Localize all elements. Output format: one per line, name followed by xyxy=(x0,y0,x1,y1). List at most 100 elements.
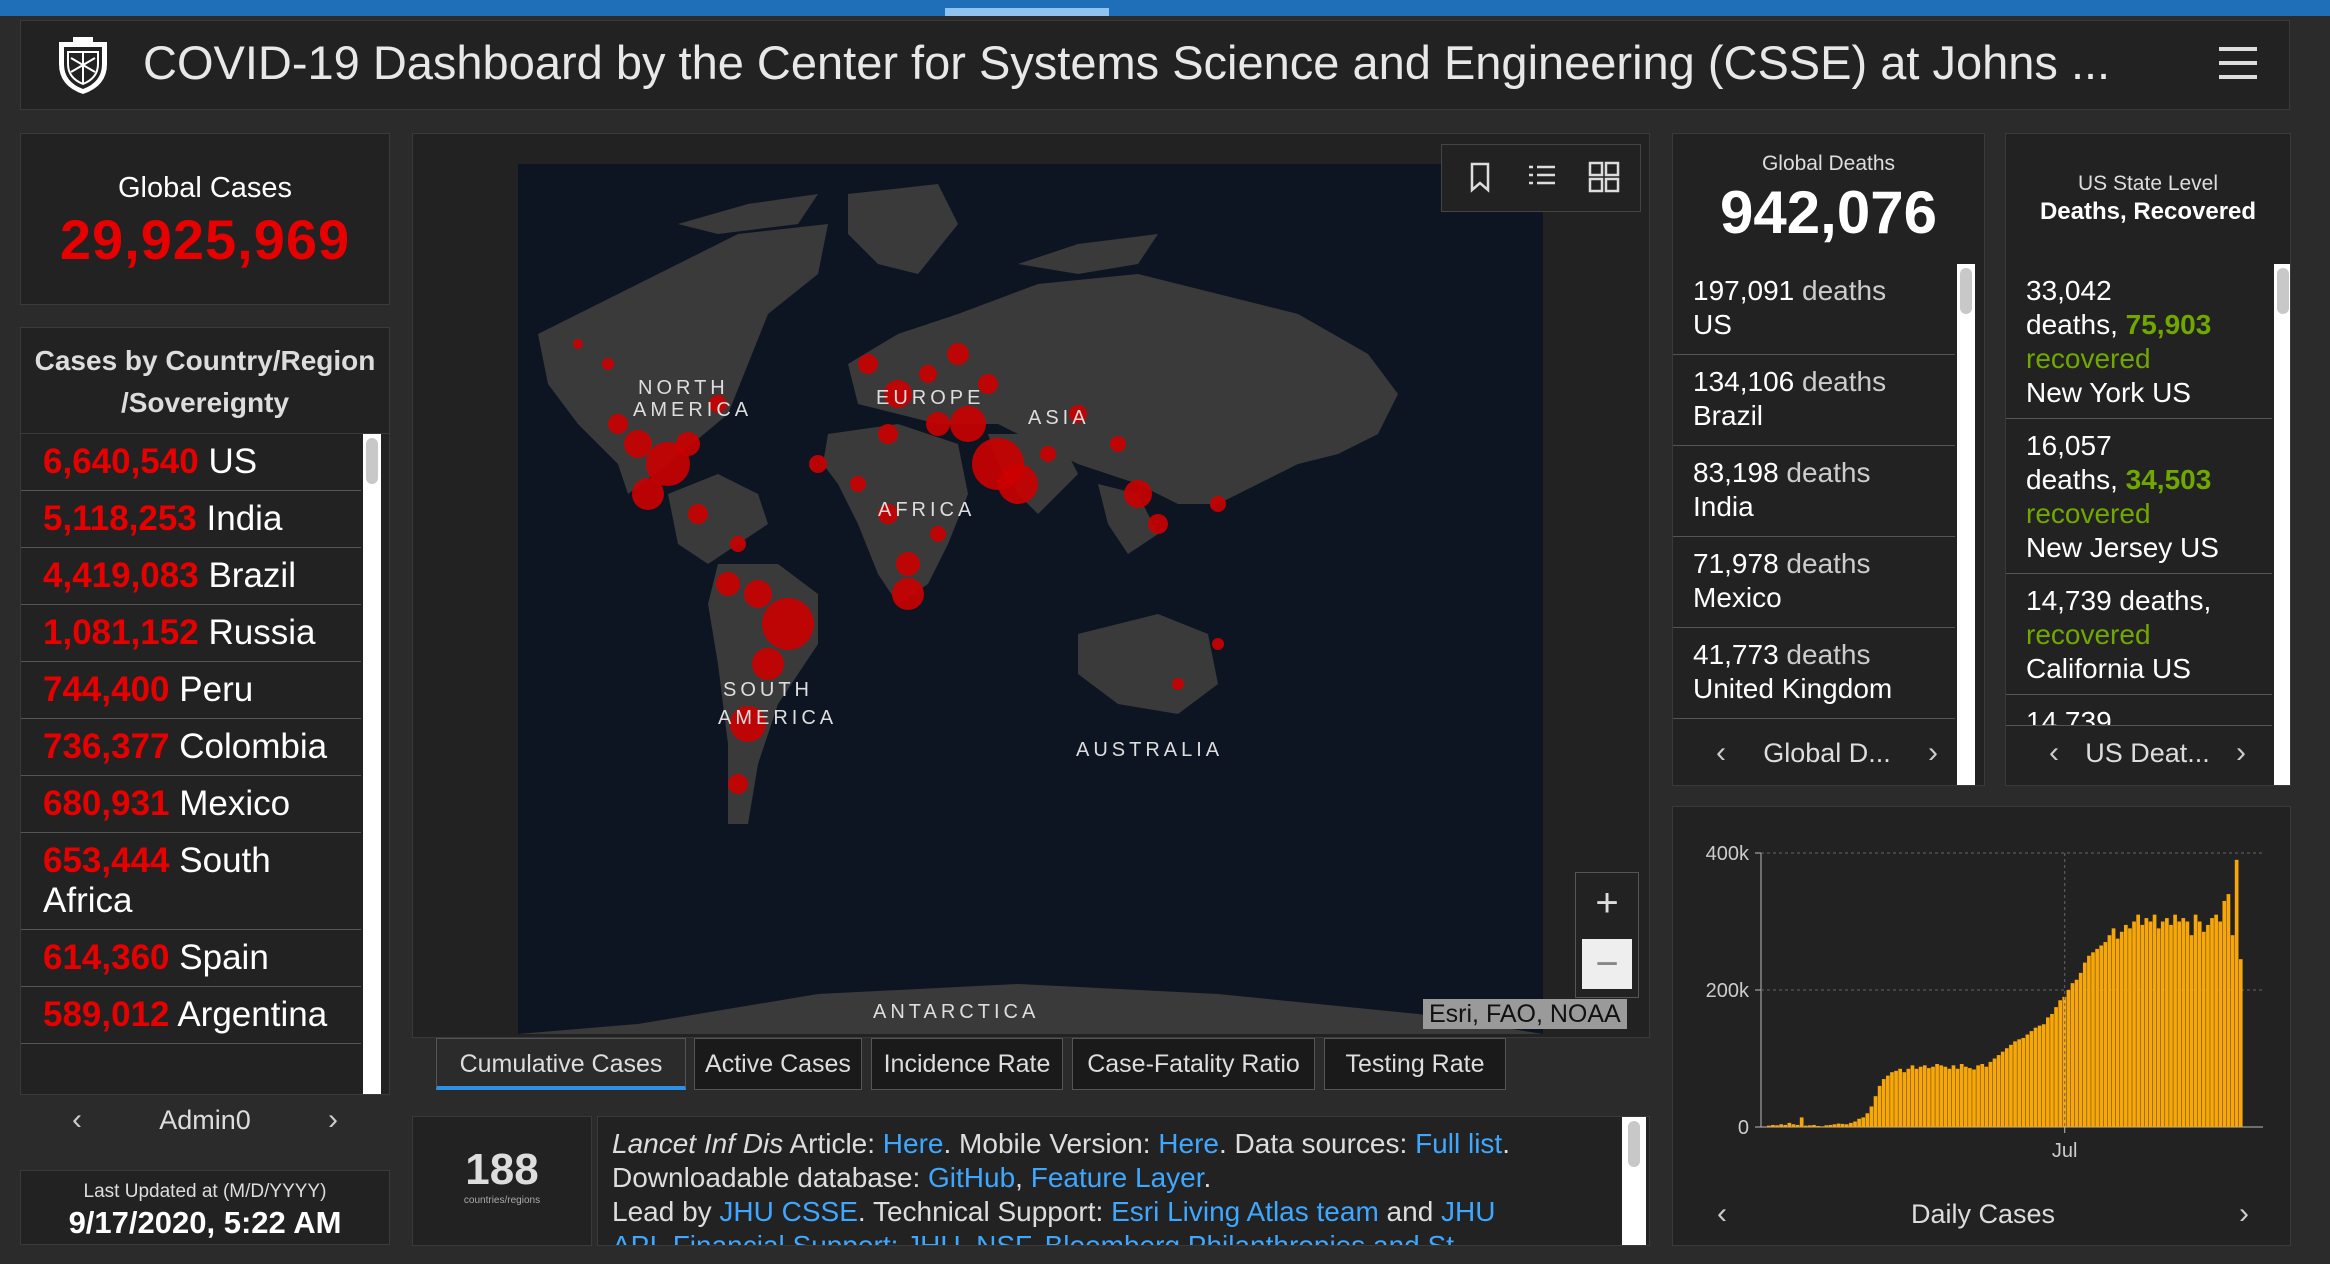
legend-list-icon[interactable] xyxy=(1524,159,1560,195)
scrollbar-thumb[interactable] xyxy=(1960,268,1972,314)
tab-active-cases[interactable]: Active Cases xyxy=(694,1038,862,1090)
bar xyxy=(1914,1068,1919,1127)
bar xyxy=(1894,1070,1898,1127)
feature-layer-link[interactable]: Feature Layer xyxy=(1030,1162,1204,1193)
bar xyxy=(2128,928,2132,1127)
deaths-word: deaths xyxy=(1802,275,1887,306)
tab-testing-rate[interactable]: Testing Rate xyxy=(1324,1038,1506,1090)
bar xyxy=(2177,921,2182,1127)
list-item[interactable]: 197,091 deaths US xyxy=(1673,264,1955,355)
bar xyxy=(2210,918,2214,1127)
jhu-link[interactable]: JHU xyxy=(1441,1196,1496,1227)
bar xyxy=(2021,1037,2026,1127)
tab-case-fatality-ratio[interactable]: Case-Fatality Ratio xyxy=(1072,1038,1315,1090)
daily-cases-chart[interactable]: 0 200k 400k Jul xyxy=(1673,807,2292,1247)
list-item[interactable]: 4,419,083 Brazil xyxy=(21,548,361,605)
top-accent-bar xyxy=(0,0,2330,16)
list-item[interactable]: 14,739 deaths, recovered California US xyxy=(2006,574,2272,695)
bar xyxy=(1972,1069,1976,1127)
jhu-csse-link[interactable]: JHU CSSE xyxy=(719,1196,858,1227)
deaths-list[interactable]: 197,091 deaths US 134,106 deaths Brazil 83… xyxy=(1673,264,1955,719)
bar xyxy=(2087,955,2091,1127)
world-map[interactable]: NORTH AMERICA EUROPE ASIA AFRICA SOUTH A… xyxy=(518,164,1543,1034)
list-item[interactable]: 134,106 deaths Brazil xyxy=(1673,355,1955,446)
list-item[interactable]: 71,978 deaths Mexico xyxy=(1673,537,1955,628)
pager-label: US Deat... xyxy=(2085,738,2210,768)
countries-count-label: countries/regions xyxy=(463,1195,541,1206)
github-link[interactable]: GitHub xyxy=(928,1162,1016,1193)
bar xyxy=(1996,1055,2001,1127)
list-item[interactable]: 680,931 Mexico xyxy=(21,776,361,833)
bar xyxy=(1922,1065,1927,1127)
us-state-list[interactable]: 33,042 deaths, 75,903 recovered New York… xyxy=(2006,264,2272,726)
us-state-scrollbar[interactable] xyxy=(2274,264,2290,785)
hamburger-menu-icon[interactable] xyxy=(2219,47,2257,81)
list-item[interactable]: 14,739 xyxy=(2006,695,2272,726)
y-tick-label: 200k xyxy=(1706,980,1750,1002)
list-item[interactable]: 1,081,152 Russia xyxy=(21,605,361,662)
list-item[interactable]: 653,444 South Africa xyxy=(21,833,361,930)
info-scrollbar[interactable] xyxy=(1622,1117,1646,1245)
zoom-out-button[interactable]: − xyxy=(1582,939,1632,989)
esri-link[interactable]: Esri Living Atlas team xyxy=(1111,1196,1379,1227)
map-label-europe: EUROPE xyxy=(876,387,984,409)
deaths-word: deaths xyxy=(1802,366,1887,397)
scrollbar-thumb[interactable] xyxy=(1628,1121,1640,1167)
case-count: 589,012 xyxy=(43,995,170,1034)
list-item[interactable]: 744,400 Peru xyxy=(21,662,361,719)
bar xyxy=(1980,1063,1985,1127)
bar xyxy=(1832,1124,1837,1127)
death-count: 16,057 xyxy=(2026,430,2112,461)
bar xyxy=(2033,1027,2038,1127)
bar xyxy=(1861,1117,1866,1127)
list-item[interactable]: 614,360 Spain xyxy=(21,930,361,987)
chevron-left-icon[interactable]: ‹ xyxy=(2049,736,2059,769)
list-item[interactable]: 5,118,253 India xyxy=(21,491,361,548)
death-count: 14,739 xyxy=(2026,585,2112,616)
list-item[interactable]: 736,377 Colombia xyxy=(21,719,361,776)
chevron-right-icon[interactable]: › xyxy=(328,1103,338,1136)
map-attribution: Esri, FAO, NOAA xyxy=(1423,999,1627,1029)
bar xyxy=(1886,1075,1890,1127)
list-item[interactable]: 83,198 deaths India xyxy=(1673,446,1955,537)
zoom-in-button[interactable]: + xyxy=(1595,881,1619,925)
bar xyxy=(1779,1124,1784,1127)
bar xyxy=(1906,1068,1911,1127)
tab-incidence-rate[interactable]: Incidence Rate xyxy=(871,1038,1063,1090)
scrollbar-thumb[interactable] xyxy=(2277,268,2289,314)
basemap-gallery-icon[interactable] xyxy=(1586,159,1622,195)
bar xyxy=(2066,990,2071,1127)
chevron-left-icon[interactable]: ‹ xyxy=(1717,1197,1727,1230)
scrollbar-thumb[interactable] xyxy=(366,438,378,484)
bar xyxy=(1988,1061,1993,1127)
chevron-right-icon[interactable]: › xyxy=(1928,736,1938,769)
bar xyxy=(1803,1125,1808,1127)
chevron-left-icon[interactable]: ‹ xyxy=(1716,736,1726,769)
global-deaths-value: 942,076 xyxy=(1720,179,1937,246)
country-name: Argentina xyxy=(177,995,328,1034)
country-name: South Africa xyxy=(43,841,271,920)
chevron-right-icon[interactable]: › xyxy=(2239,1197,2249,1230)
chevron-right-icon[interactable]: › xyxy=(2236,736,2246,769)
mobile-version-link[interactable]: Here xyxy=(1158,1128,1219,1159)
list-item[interactable]: 16,057 deaths, 34,503 recovered New Jers… xyxy=(2006,419,2272,574)
bar xyxy=(2152,914,2157,1127)
countries-count-value: 188 xyxy=(465,1145,539,1194)
list-item[interactable]: 33,042 deaths, 75,903 recovered New York… xyxy=(2006,264,2272,419)
bar xyxy=(1816,1125,1820,1127)
bookmark-icon[interactable] xyxy=(1462,159,1498,195)
list-item[interactable]: 589,012 Argentina xyxy=(21,987,361,1044)
death-count: 197,091 xyxy=(1693,275,1795,306)
list-item[interactable]: 41,773 deaths United Kingdom xyxy=(1673,628,1955,719)
chevron-left-icon[interactable]: ‹ xyxy=(72,1103,82,1136)
country-list[interactable]: 6,640,540 US 5,118,253 India 4,419,083 B… xyxy=(21,434,361,1044)
bar xyxy=(1955,1068,1960,1127)
country-list-scrollbar[interactable] xyxy=(363,434,381,1094)
bar xyxy=(2070,983,2075,1127)
country-name: Russia xyxy=(208,613,316,652)
list-item[interactable]: 6,640,540 US xyxy=(21,434,361,491)
article-link[interactable]: Here xyxy=(882,1128,944,1159)
deaths-list-scrollbar[interactable] xyxy=(1957,264,1975,785)
tab-cumulative-cases[interactable]: Cumulative Cases xyxy=(436,1038,686,1090)
full-list-link[interactable]: Full list xyxy=(1415,1128,1503,1159)
